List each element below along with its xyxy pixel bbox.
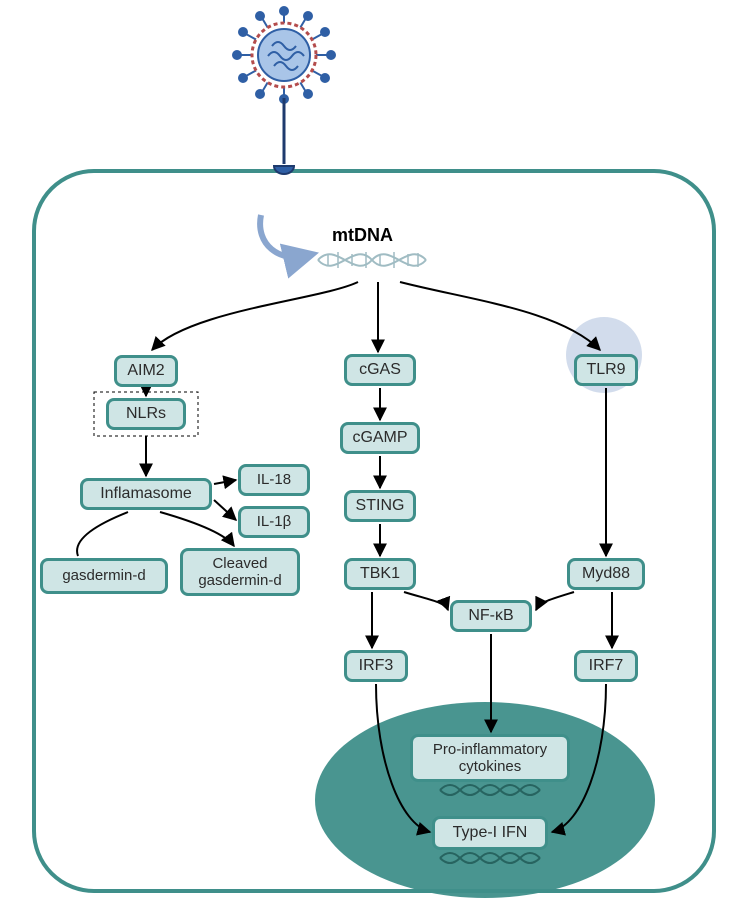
node-nfkb: NF-κB xyxy=(450,600,532,632)
node-cgamp: cGAMP xyxy=(340,422,420,454)
node-proinf-cytokines: Pro-inflammatory cytokines xyxy=(410,734,570,782)
node-il18: IL-18 xyxy=(238,464,310,496)
node-tlr9: TLR9 xyxy=(574,354,638,386)
node-nlrs: NLRs xyxy=(106,398,186,430)
node-il1b: IL-1β xyxy=(238,506,310,538)
node-sting: STING xyxy=(344,490,416,522)
node-irf7: IRF7 xyxy=(574,650,638,682)
nucleus xyxy=(315,702,655,898)
mtdna-label: mtDNA xyxy=(332,225,393,246)
node-gasdermin-d: gasdermin-d xyxy=(40,558,168,594)
node-inflamasome: Inflamasome xyxy=(80,478,212,510)
svg-canvas xyxy=(0,0,748,914)
diagram-stage: mtDNA AIM2 NLRs Inflamasome IL-18 IL-1β … xyxy=(0,0,748,914)
node-type1-ifn: Type-I IFN xyxy=(432,816,548,850)
node-irf3: IRF3 xyxy=(344,650,408,682)
node-tbk1: TBK1 xyxy=(344,558,416,590)
node-myd88: Myd88 xyxy=(567,558,645,590)
virus-icon xyxy=(233,7,335,174)
node-aim2: AIM2 xyxy=(114,355,178,387)
node-cgas: cGAS xyxy=(344,354,416,386)
node-cleaved-gasdermin-d: Cleaved gasdermin-d xyxy=(180,548,300,596)
